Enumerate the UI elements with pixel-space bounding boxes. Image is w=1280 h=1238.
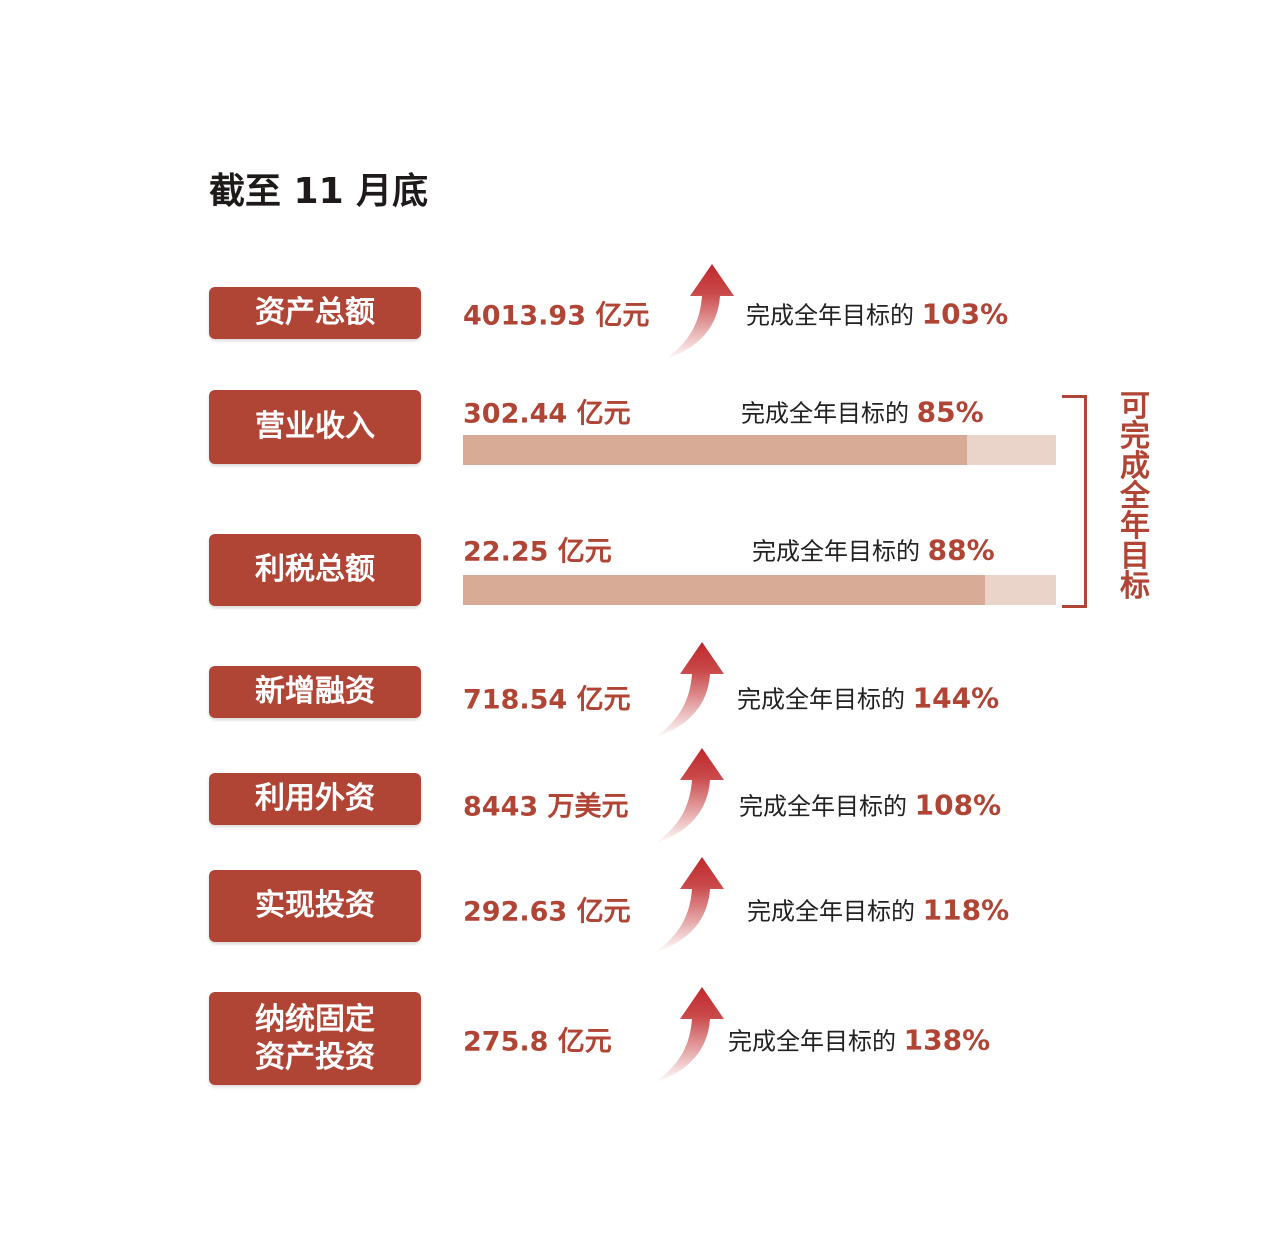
progress-fill [463,435,968,465]
metric-value: 292.63 亿元 [463,896,631,928]
goal-prefix: 完成全年目标的 [741,399,917,428]
metric-value: 4013.93 亿元 [463,300,650,332]
metric-label-line: 资产投资 [255,1039,375,1075]
goal-percent: 85% [916,395,984,429]
progress-bar [463,435,1056,465]
metric-label: 营业收入 [209,390,421,464]
metric-value: 275.8 亿元 [463,1026,612,1058]
goal-percent: 118% [922,893,1010,927]
up-arrow-icon [654,748,724,844]
metric-value: 8443 万美元 [463,791,629,823]
metric-label: 利用外资 [209,773,421,825]
goal-completion: 完成全年目标的 85% [741,394,984,429]
goal-completion: 完成全年目标的 118% [747,892,1009,927]
goal-percent: 144% [912,681,1000,715]
metric-value: 302.44 亿元 [463,398,631,430]
metric-label: 新增融资 [209,666,421,718]
progress-bar [463,575,1056,605]
goal-prefix: 完成全年目标的 [752,537,928,566]
goal-completion: 完成全年目标的 108% [739,787,1001,822]
goal-completion: 完成全年目标的 144% [737,680,999,715]
metric-label: 资产总额 [209,287,421,339]
metric-label: 利税总额 [209,534,421,606]
goal-completion: 完成全年目标的 103% [746,296,1008,331]
up-arrow-icon [654,857,724,953]
goal-percent: 103% [921,297,1009,331]
goal-percent: 88% [927,533,995,567]
goal-percent: 108% [914,788,1002,822]
goal-prefix: 完成全年目标的 [747,897,923,926]
metric-value: 22.25 亿元 [463,536,612,568]
goal-completion: 完成全年目标的 138% [728,1022,990,1057]
goal-prefix: 完成全年目标的 [746,301,922,330]
up-arrow-icon [664,264,734,360]
goal-percent: 138% [903,1023,991,1057]
up-arrow-icon [654,642,724,738]
metric-label: 实现投资 [209,870,421,942]
up-arrow-icon [654,987,724,1083]
metric-label-line: 纳统固定 [255,1002,375,1037]
bracket-divider [1062,395,1087,608]
metric-value: 718.54 亿元 [463,684,631,716]
goal-prefix: 完成全年目标的 [739,792,915,821]
bracket-note: 可完成全年目标 [1120,389,1150,604]
goal-prefix: 完成全年目标的 [737,685,913,714]
progress-fill [463,575,985,605]
metric-label: 纳统固定 资产投资 [209,992,421,1085]
goal-prefix: 完成全年目标的 [728,1027,904,1056]
goal-completion: 完成全年目标的 88% [752,532,995,567]
page-title: 截至 11 月底 [209,171,429,212]
